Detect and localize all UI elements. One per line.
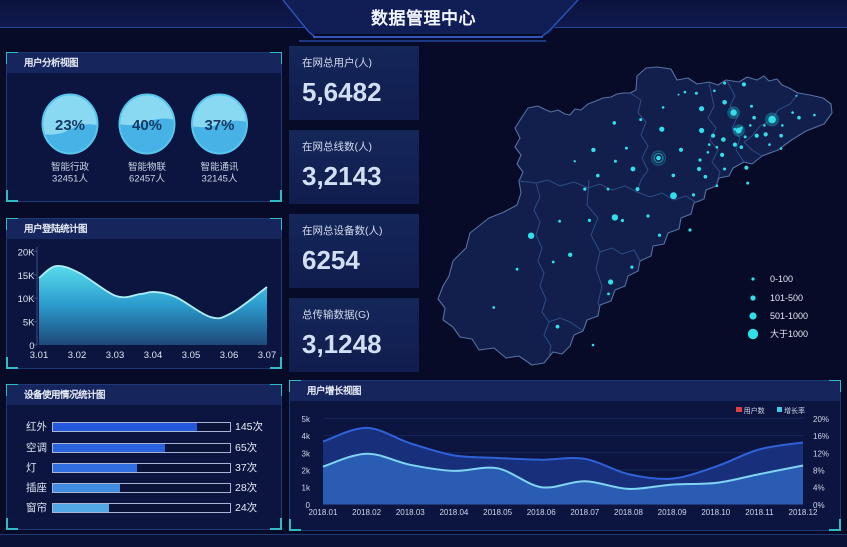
svg-text:3.02: 3.02 — [68, 350, 87, 361]
svg-text:2018.12: 2018.12 — [789, 508, 818, 517]
svg-text:2018.06: 2018.06 — [527, 508, 556, 517]
svg-text:40%: 40% — [132, 117, 162, 134]
svg-text:10K: 10K — [18, 294, 36, 305]
svg-text:20%: 20% — [813, 415, 829, 424]
svg-text:3.01: 3.01 — [30, 350, 49, 361]
svg-text:20K: 20K — [18, 247, 36, 258]
svg-text:0: 0 — [306, 501, 311, 510]
svg-text:2018.04: 2018.04 — [439, 508, 468, 517]
svg-text:2018.10: 2018.10 — [701, 508, 730, 517]
svg-text:2018.11: 2018.11 — [745, 508, 774, 517]
svg-text:5k: 5k — [302, 415, 311, 424]
svg-text:8%: 8% — [813, 467, 825, 476]
svg-text:101-500: 101-500 — [770, 293, 803, 303]
svg-text:3.04: 3.04 — [144, 350, 163, 361]
svg-text:5K: 5K — [23, 318, 35, 329]
svg-text:23%: 23% — [55, 117, 85, 134]
svg-text:2018.07: 2018.07 — [570, 508, 599, 517]
svg-text:37%: 37% — [204, 117, 234, 134]
svg-text:4k: 4k — [302, 432, 311, 441]
svg-text:32145人: 32145人 — [202, 174, 238, 185]
svg-text:2018.09: 2018.09 — [658, 508, 687, 517]
svg-text:62457人: 62457人 — [129, 174, 165, 185]
svg-text:3.03: 3.03 — [106, 350, 125, 361]
svg-text:2018.08: 2018.08 — [614, 508, 643, 517]
svg-text:4%: 4% — [813, 484, 825, 493]
svg-text:3.06: 3.06 — [220, 350, 239, 361]
svg-text:2018.05: 2018.05 — [483, 508, 512, 517]
svg-text:15K: 15K — [18, 271, 36, 282]
svg-text:3.07: 3.07 — [258, 350, 277, 361]
svg-text:501-1000: 501-1000 — [770, 311, 808, 321]
svg-text:32451人: 32451人 — [52, 174, 88, 185]
svg-text:3k: 3k — [302, 449, 311, 458]
svg-text:3.05: 3.05 — [182, 350, 201, 361]
svg-text:2018.01: 2018.01 — [309, 508, 338, 517]
svg-text:0-100: 0-100 — [770, 274, 793, 284]
svg-text:2018.02: 2018.02 — [352, 508, 381, 517]
svg-text:智能行政: 智能行政 — [51, 161, 90, 173]
svg-text:0%: 0% — [813, 501, 825, 510]
svg-text:0: 0 — [29, 341, 34, 352]
svg-text:大于1000: 大于1000 — [770, 328, 808, 339]
svg-text:16%: 16% — [813, 432, 829, 441]
svg-text:智能物联: 智能物联 — [128, 161, 167, 173]
svg-text:2018.03: 2018.03 — [396, 508, 425, 517]
svg-text:2k: 2k — [302, 467, 311, 476]
svg-text:1k: 1k — [302, 484, 311, 493]
svg-text:智能通讯: 智能通讯 — [200, 161, 239, 173]
svg-text:12%: 12% — [813, 449, 829, 458]
